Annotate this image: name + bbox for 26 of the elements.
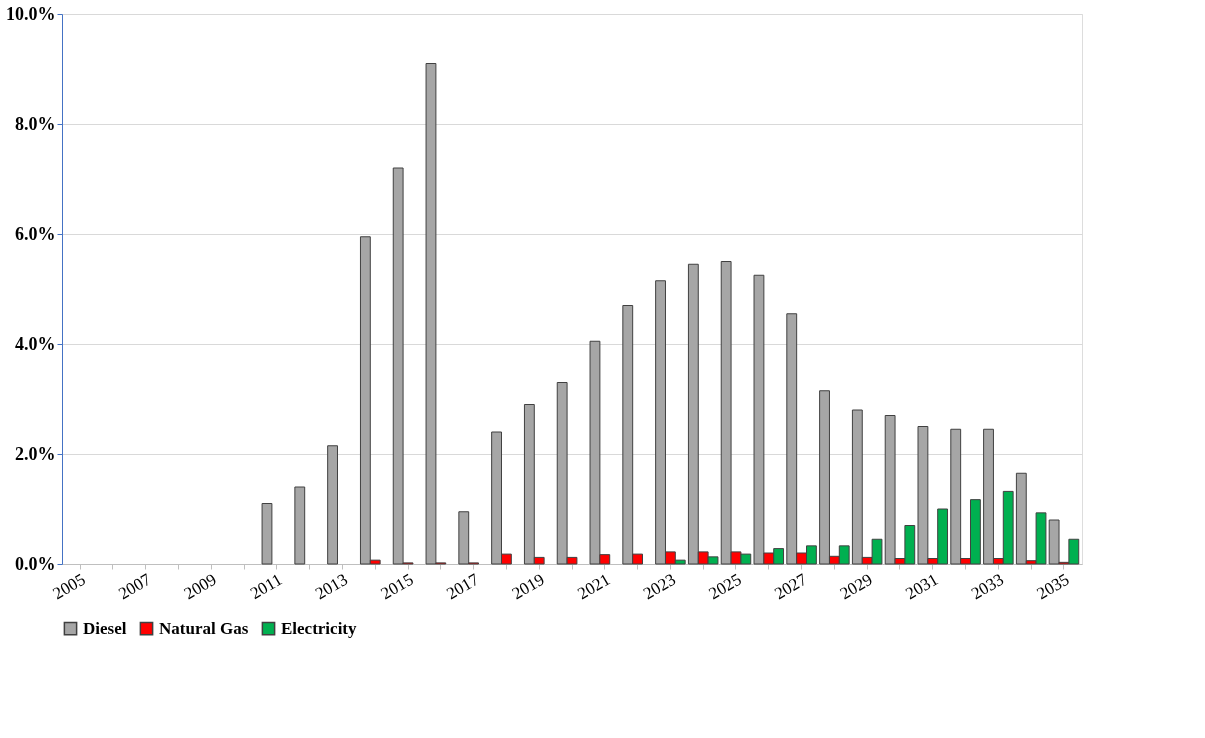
- y-tick-label: 10.0%: [6, 3, 56, 24]
- bar: [261, 503, 273, 565]
- bar: [294, 486, 306, 565]
- x-tick-label: 2023: [639, 569, 679, 604]
- x-tick-label: 2009: [180, 569, 220, 604]
- y-tick-label: 2.0%: [15, 443, 56, 464]
- x-tick-label: 2025: [705, 569, 745, 604]
- x-tick-label: 2011: [246, 569, 286, 603]
- x-tick-label: 2027: [771, 569, 811, 604]
- x-tick-label: 2021: [574, 569, 614, 604]
- x-tick-label: 2033: [967, 569, 1007, 604]
- x-tick-label: 2035: [1033, 569, 1073, 604]
- bar: [327, 445, 338, 565]
- legend-label: Electricity: [281, 618, 358, 638]
- x-tick-label: 2031: [902, 569, 942, 604]
- legend-label: Natural Gas: [159, 618, 249, 638]
- x-tick-label: 2019: [508, 569, 548, 604]
- x-tick-label: 2015: [377, 569, 417, 604]
- legend-label: Diesel: [83, 618, 127, 638]
- x-tick-label: 2013: [311, 569, 351, 604]
- x-tick-label: 2029: [836, 569, 876, 604]
- y-tick-label: 6.0%: [15, 223, 56, 244]
- y-tick-label: 4.0%: [15, 333, 56, 354]
- y-tick-label: 8.0%: [15, 113, 56, 134]
- x-tick-label: 2007: [115, 569, 155, 604]
- x-tick-label: 2017: [443, 569, 483, 604]
